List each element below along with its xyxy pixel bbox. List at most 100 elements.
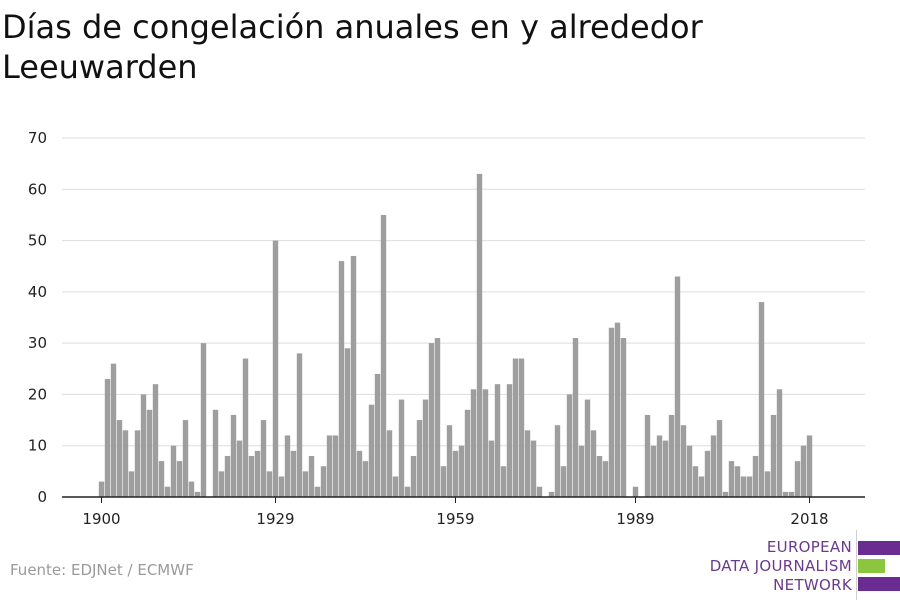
bar	[386, 430, 393, 497]
y-tick-label: 20	[28, 385, 47, 403]
bar	[488, 440, 495, 497]
bar	[326, 435, 333, 497]
logo-bar-purple-top	[858, 541, 900, 555]
bar	[254, 450, 261, 497]
bar	[290, 450, 297, 497]
bar	[380, 214, 387, 497]
bar	[740, 476, 747, 497]
bar	[296, 353, 303, 497]
bar	[404, 486, 411, 497]
x-tick-label: 1989	[616, 510, 654, 528]
bar	[608, 327, 615, 497]
logo-line-1: EUROPEAN	[766, 538, 852, 556]
bar	[770, 414, 777, 497]
bar	[188, 481, 195, 497]
bar	[428, 343, 435, 497]
bar	[632, 486, 639, 497]
y-tick-label: 30	[28, 334, 47, 352]
bar	[578, 445, 585, 497]
bar	[614, 322, 621, 497]
bar	[644, 414, 651, 497]
bar	[728, 461, 735, 497]
bar	[788, 491, 795, 497]
source-note: Fuente: EDJNet / ECMWF	[10, 561, 194, 579]
bar	[278, 476, 285, 497]
logo-divider	[856, 530, 857, 600]
bar	[722, 491, 729, 497]
bar	[470, 389, 477, 497]
bar	[620, 338, 627, 497]
bar	[758, 302, 765, 497]
bar	[710, 435, 717, 497]
bar	[440, 466, 447, 497]
bar	[752, 455, 759, 497]
bar	[596, 455, 603, 497]
y-tick-label: 60	[28, 180, 47, 198]
bar	[272, 240, 279, 497]
bar	[410, 455, 417, 497]
bar	[338, 261, 345, 497]
bar	[104, 379, 111, 497]
bar	[698, 476, 705, 497]
bar	[362, 461, 369, 497]
logo-line-3: NETWORK	[773, 576, 852, 594]
bar	[314, 486, 321, 497]
bar	[224, 455, 231, 497]
bar	[266, 471, 273, 497]
bar	[368, 404, 375, 497]
bar	[152, 384, 159, 497]
bar	[134, 430, 141, 497]
y-tick-label: 0	[37, 488, 47, 506]
bar	[554, 425, 561, 497]
bar	[458, 445, 465, 497]
bar	[704, 450, 711, 497]
bar	[218, 471, 225, 497]
bar	[560, 466, 567, 497]
bar	[734, 466, 741, 497]
bar	[764, 471, 771, 497]
bar	[686, 445, 693, 497]
bar	[356, 450, 363, 497]
logo-bar-purple-bottom	[858, 577, 900, 591]
bar	[566, 394, 573, 497]
bar	[128, 471, 135, 497]
bar	[122, 430, 129, 497]
y-tick-label: 40	[28, 283, 47, 301]
bar	[746, 476, 753, 497]
x-tick-label: 1959	[436, 510, 474, 528]
bar	[248, 455, 255, 497]
bar	[110, 363, 117, 497]
bar	[284, 435, 291, 497]
bar	[170, 445, 177, 497]
y-tick-label: 10	[28, 437, 47, 455]
bar	[518, 358, 525, 497]
bar	[512, 358, 519, 497]
bar	[140, 394, 147, 497]
x-tick-label: 1929	[256, 510, 294, 528]
bar	[692, 466, 699, 497]
bar	[452, 450, 459, 497]
bar	[164, 486, 171, 497]
bar	[434, 338, 441, 497]
bar	[476, 173, 483, 497]
bar	[794, 461, 801, 497]
y-tick-label: 50	[28, 232, 47, 250]
bar	[236, 440, 243, 497]
bar	[524, 430, 531, 497]
bar	[194, 491, 201, 497]
bar	[116, 420, 123, 497]
bar	[158, 461, 165, 497]
bar	[344, 348, 351, 497]
bar	[320, 466, 327, 497]
bar	[674, 276, 681, 497]
bar	[332, 435, 339, 497]
bar	[584, 399, 591, 497]
bar	[212, 409, 219, 497]
bar	[446, 425, 453, 497]
bar	[182, 420, 189, 497]
bar	[572, 338, 579, 497]
bar	[260, 420, 267, 497]
bar	[650, 445, 657, 497]
